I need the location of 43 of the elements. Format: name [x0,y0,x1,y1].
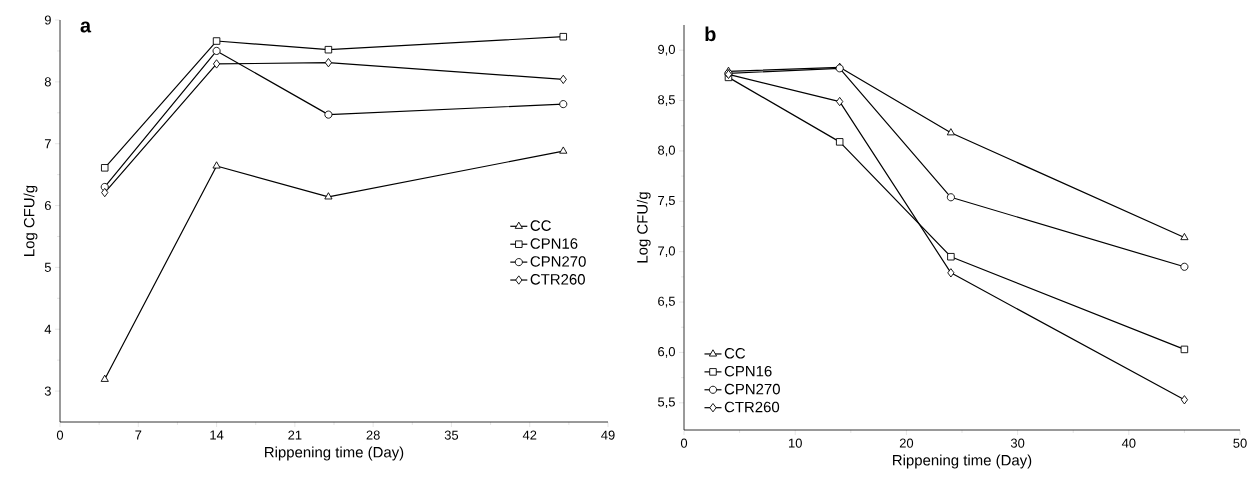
x-tick-label: 49 [601,430,615,440]
y-tick-label: 4 [44,324,52,334]
legend-label: CPN16 [724,365,772,377]
x-tick-label: 0 [680,438,688,448]
y-tick-label: 5,5 [658,397,675,409]
legend-label: CPN16 [530,238,578,249]
x-tick-label: 7 [135,430,142,440]
y-tick-label: 9 [44,15,51,25]
x-tick-label: 42 [522,430,537,440]
x-tick-label: 10 [788,438,802,448]
y-tick-label: 5 [44,262,51,272]
y-tick-label: 7,0 [658,246,675,258]
x-tick-label: 0 [56,430,64,440]
y-axis-title: Log CFU/g [636,192,651,263]
x-tick-label: 28 [366,430,380,440]
x-tick-label: 20 [899,438,914,448]
x-tick-label: 50 [1233,438,1247,448]
x-axis-title: Rippening time (Day) [265,446,404,461]
legend-label: CPN270 [530,256,586,267]
y-tick-label: 8,0 [658,145,675,157]
y-tick-label: 9,0 [658,44,675,56]
x-tick-label: 14 [210,430,224,440]
x-tick-label: 40 [1121,438,1136,448]
y-tick-label: 7 [44,139,51,149]
legend-label: CC [530,220,551,231]
legend-label: CPN270 [724,383,780,395]
y-tick-label: 6,0 [658,347,675,358]
legend-label: CTR260 [724,401,780,413]
y-axis-title: Log CFU/g [23,185,38,256]
legend-label: CC [724,347,746,359]
y-tick-label: 6,5 [658,296,675,308]
y-tick-label: 3 [44,386,51,396]
y-tick-label: 6 [44,200,51,211]
x-axis-title: Rippening time (Day) [893,454,1032,469]
legend-label: CTR260 [530,274,585,285]
x-tick-label: 21 [288,430,302,440]
y-tick-label: 8 [44,77,51,87]
y-tick-label: 8,5 [658,95,675,106]
chart-title: b [705,26,716,42]
chart-title: a [80,21,92,33]
x-tick-label: 35 [444,430,459,440]
y-tick-label: 7,5 [658,196,675,207]
x-tick-label: 30 [1010,438,1025,448]
